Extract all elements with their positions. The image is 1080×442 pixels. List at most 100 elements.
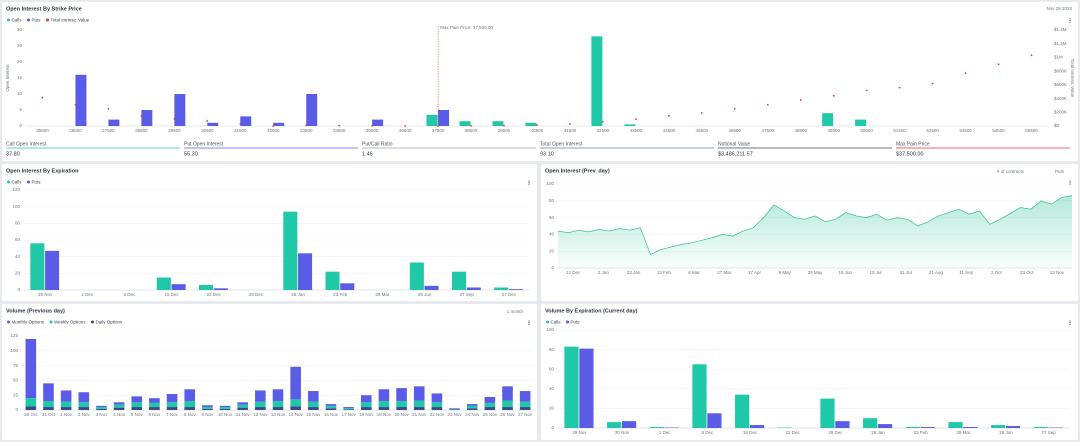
x-tick-label: 25 Nov — [483, 412, 498, 417]
panel-title: Volume (Previous day) — [6, 308, 65, 314]
bar — [466, 287, 481, 290]
annotation: Max Pain Price: 37,500.00 — [440, 25, 493, 30]
x-tick-label: 17 Nov — [341, 412, 356, 417]
bar-segment — [255, 401, 266, 408]
scatter-point — [338, 124, 341, 127]
panel — [541, 304, 1078, 440]
menu-dot[interactable] — [1069, 323, 1071, 325]
dropdown[interactable]: Puts — [1055, 169, 1065, 174]
x-tick-label: 29500 — [168, 128, 181, 133]
stat-value: $37,500.00 — [896, 151, 924, 157]
menu-dot[interactable] — [1069, 20, 1071, 22]
scatter-point — [997, 63, 1000, 66]
bar-segment — [202, 408, 213, 410]
scatter-point — [470, 124, 472, 127]
x-tick-label: 32500 — [267, 128, 280, 133]
x-tick-label: 13 Feb — [657, 270, 672, 275]
bar — [624, 124, 636, 126]
bar-segment — [308, 401, 319, 408]
bar-segment — [308, 391, 319, 402]
bar-segment — [202, 405, 213, 408]
bar-segment — [131, 402, 143, 408]
menu-dot[interactable] — [1069, 21, 1071, 23]
x-tick-label: 25500 — [36, 128, 49, 133]
bar-segment — [502, 386, 513, 401]
bar-segment — [255, 407, 266, 410]
x-tick-label: 7 Nov — [166, 412, 179, 417]
bar-segment — [166, 394, 178, 403]
y-tick-label: 100 — [10, 348, 18, 353]
y-tick-label: 60 — [549, 215, 555, 220]
panel-title: Open Interest By Expiration — [6, 168, 79, 174]
bar-segment — [484, 402, 496, 408]
x-tick-label: 23 Oct — [1020, 270, 1034, 275]
x-tick-label: 31500 — [234, 128, 247, 133]
bar-segment — [166, 407, 178, 410]
x-tick-label: 8 Nov — [184, 412, 197, 417]
menu-dot[interactable] — [528, 183, 530, 185]
bar — [591, 36, 603, 126]
scatter-point — [898, 86, 901, 89]
bar — [707, 413, 722, 428]
bar — [438, 110, 450, 126]
bar — [459, 121, 471, 126]
scatter-point — [305, 124, 308, 127]
menu-dot[interactable] — [1069, 180, 1071, 182]
menu-dot[interactable] — [528, 182, 530, 184]
dropdown[interactable]: 1 month — [507, 309, 524, 314]
x-tick-label: 48500 — [794, 128, 807, 133]
bar — [306, 94, 318, 126]
menu-dot[interactable] — [528, 322, 530, 324]
bar — [878, 424, 893, 428]
panel — [2, 164, 537, 301]
x-tick-label: 11 Nov — [236, 412, 251, 417]
bar-segment — [360, 395, 372, 403]
y-tick-label: 20 — [549, 248, 555, 253]
bar-segment — [237, 407, 248, 410]
bar — [963, 427, 978, 428]
bar-segment — [43, 383, 54, 402]
legend-swatch — [7, 18, 10, 22]
menu-dot[interactable] — [1069, 182, 1071, 184]
x-tick-label: 34500 — [333, 128, 346, 133]
menu-dot[interactable] — [1069, 18, 1071, 20]
x-tick-label: 2 Oct — [991, 270, 1003, 275]
bar — [525, 122, 537, 126]
x-tick-label: 29 Dec — [828, 430, 843, 435]
dropdown[interactable]: # of contracts — [997, 169, 1025, 174]
bar-segment — [466, 405, 478, 409]
bar-segment — [272, 407, 284, 410]
bar — [905, 427, 920, 428]
bar-segment — [96, 405, 107, 408]
bar-segment — [149, 402, 160, 408]
x-tick-label: 8 Dec — [701, 430, 714, 435]
bar-segment — [519, 391, 531, 402]
bar-segment — [290, 366, 301, 400]
bar — [171, 284, 186, 290]
x-tick-label: 27500 — [102, 128, 115, 133]
x-tick-label: 35500 — [366, 128, 379, 133]
bar-segment — [25, 406, 37, 410]
menu-dot[interactable] — [528, 323, 530, 325]
x-tick-label: 36500 — [399, 128, 412, 133]
bar-segment — [431, 402, 443, 408]
legend-label: Monthly Options — [12, 319, 45, 324]
scatter-point — [503, 124, 505, 127]
x-tick-label: 26500 — [69, 128, 82, 133]
menu-dot[interactable] — [528, 320, 530, 322]
menu-dot[interactable] — [528, 180, 530, 182]
bar — [863, 418, 878, 428]
scatter-point — [964, 72, 967, 75]
bar-segment — [202, 407, 213, 409]
y-tick-label: 30 — [17, 27, 23, 32]
y2-tick-label: $1M — [1054, 55, 1063, 60]
x-tick-label: 31 Oct — [42, 412, 56, 417]
scatter-point — [733, 107, 736, 110]
date[interactable]: Nov 28 2023 — [1046, 6, 1072, 11]
x-tick-label: 12 Dec — [566, 270, 581, 275]
menu-dot[interactable] — [1069, 320, 1071, 322]
menu-dot[interactable] — [1069, 322, 1071, 324]
bar-segment — [78, 402, 90, 408]
y-tick-label: 0 — [17, 287, 20, 292]
